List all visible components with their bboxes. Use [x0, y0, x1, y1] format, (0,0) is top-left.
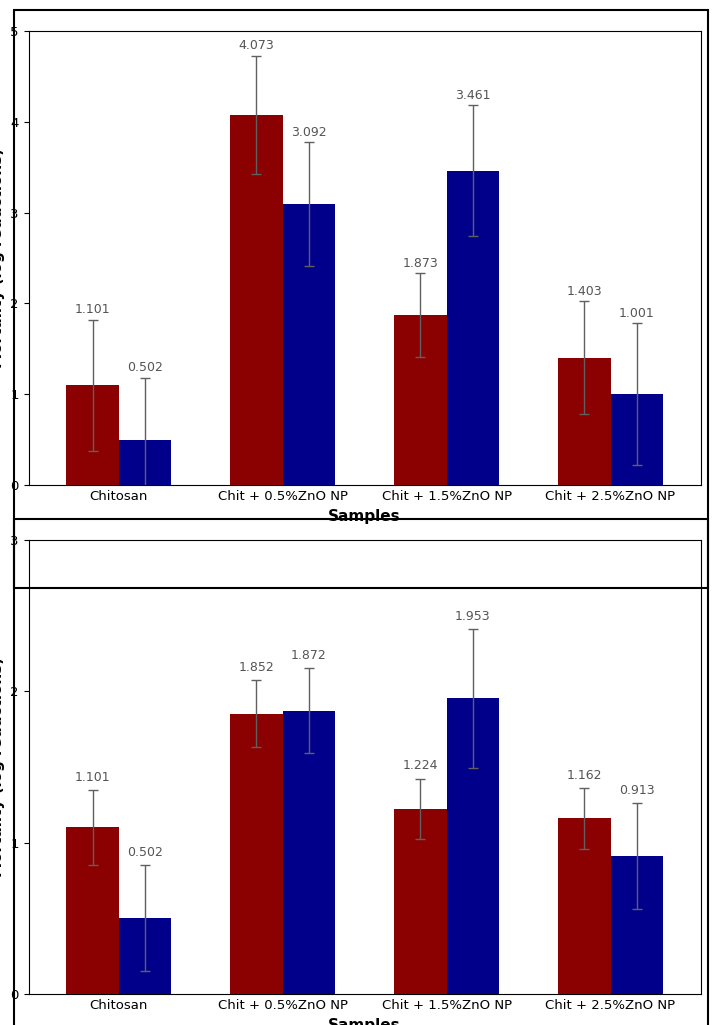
Bar: [394, 315, 447, 485]
X-axis label: Samples: Samples: [328, 1018, 401, 1025]
Bar: [66, 385, 119, 485]
Text: 0.502: 0.502: [127, 361, 163, 374]
Text: 1.852: 1.852: [239, 661, 275, 674]
Text: 1.953: 1.953: [455, 610, 490, 622]
Text: 0.502: 0.502: [127, 846, 163, 859]
Text: 1.001: 1.001: [619, 306, 655, 320]
Text: 1.224: 1.224: [403, 760, 438, 773]
Bar: [282, 204, 335, 485]
Bar: [230, 713, 282, 994]
Text: 1.101: 1.101: [75, 303, 110, 316]
Text: 3.461: 3.461: [455, 88, 490, 101]
Bar: [119, 440, 171, 485]
Text: 1.872: 1.872: [291, 649, 327, 662]
Bar: [558, 358, 611, 485]
Bar: [611, 856, 663, 994]
X-axis label: Samples: Samples: [328, 508, 401, 524]
Bar: [66, 827, 119, 994]
Bar: [611, 395, 663, 485]
Text: 1.101: 1.101: [75, 771, 110, 783]
Bar: [230, 115, 282, 485]
Y-axis label: Mortality (log reductions): Mortality (log reductions): [0, 148, 5, 368]
Text: 1.873: 1.873: [403, 256, 438, 270]
Bar: [394, 809, 447, 994]
Bar: [119, 918, 171, 994]
Text: 1.403: 1.403: [566, 285, 602, 297]
Bar: [282, 710, 335, 994]
Text: 1.162: 1.162: [566, 769, 602, 782]
Text: 0.913: 0.913: [619, 784, 654, 796]
Legend: $\it{Salmonella\ typhimurium}$, $\it{Staphylococcus\ aureus}$: $\it{Salmonella\ typhimurium}$, $\it{Sta…: [147, 620, 583, 651]
Text: 3.092: 3.092: [291, 126, 327, 138]
Y-axis label: Mortality (log reductions): Mortality (log reductions): [0, 657, 5, 877]
Bar: [558, 818, 611, 994]
Bar: [447, 170, 499, 485]
Text: 4.073: 4.073: [239, 39, 275, 52]
Bar: [447, 698, 499, 994]
